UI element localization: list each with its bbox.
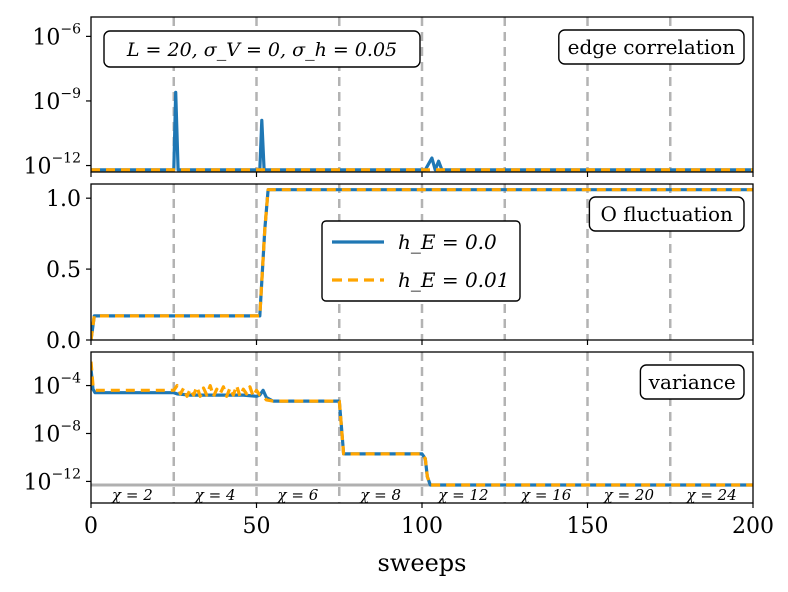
panel-label-box	[588, 196, 745, 232]
x-tick-label: 0	[84, 514, 98, 539]
panel-top: 10−6 10−9 10−12 edge correlation L = 20, σ_V…	[23, 16, 754, 180]
y-tick-label: 10−6	[32, 21, 81, 50]
series-group	[91, 361, 753, 487]
panel-label-text: O fluctuation	[601, 202, 733, 226]
legend: h_E = 0.0 h_E = 0.01	[321, 220, 521, 302]
chi-label: χ = 24	[685, 486, 736, 504]
x-tick-label: 50	[243, 514, 271, 539]
chi-label: χ = 20	[603, 486, 655, 504]
series-h-e-0-01	[91, 188, 753, 340]
y-tick-label: 10−9	[32, 86, 81, 115]
y-tick-label: 10−12	[23, 151, 81, 180]
series-group	[91, 188, 753, 340]
series-group	[91, 90, 753, 172]
panel-label-box	[558, 29, 745, 65]
y-tick-label: 0.0	[46, 329, 81, 354]
y-tick-label: 10−4	[32, 371, 81, 400]
chi-label: χ = 2	[111, 486, 153, 504]
panel-middle: 0.0 0.5 1.0 O fluctuation	[46, 183, 754, 354]
x-tick-label: 200	[732, 514, 774, 539]
y-tick-label: 0.5	[46, 258, 81, 283]
panel-label-text: variance	[648, 370, 736, 394]
panel-label-box	[639, 364, 745, 400]
series-h-e-0-01	[91, 361, 753, 487]
chi-label: χ = 16	[520, 486, 572, 504]
y-tick-label: 10−12	[23, 466, 81, 495]
panel-label-middle: O fluctuation	[588, 196, 745, 232]
chi-label: χ = 12	[437, 486, 488, 504]
legend-label: h_E = 0.01	[398, 268, 509, 292]
y-tick-label: 10−8	[32, 418, 81, 447]
x-tick-label: 150	[567, 514, 609, 539]
x-tick-label: 100	[401, 514, 443, 539]
parameters-annotation: L = 20, σ_V = 0, σ_h = 0.05	[103, 30, 421, 68]
panel-label-top: edge correlation	[558, 29, 745, 65]
chi-label: χ = 4	[194, 486, 236, 504]
x-axis-title: sweeps	[378, 549, 467, 577]
annotation-text: L = 20, σ_V = 0, σ_h = 0.05	[126, 39, 397, 61]
chi-label: χ = 8	[359, 486, 401, 504]
annotation-box	[103, 30, 421, 68]
y-tick-label: 1.0	[46, 187, 81, 212]
panel-label-text: edge correlation	[568, 35, 736, 59]
chi-labels: χ = 2 χ = 4 χ = 6 χ = 8 χ = 12 χ = 16 χ = 20 χ …	[111, 486, 737, 504]
series-h-e-0-0	[91, 90, 753, 172]
chi-label: χ = 6	[277, 486, 319, 504]
panel-label-bottom: variance	[639, 364, 745, 400]
legend-label: h_E = 0.0	[398, 230, 497, 254]
